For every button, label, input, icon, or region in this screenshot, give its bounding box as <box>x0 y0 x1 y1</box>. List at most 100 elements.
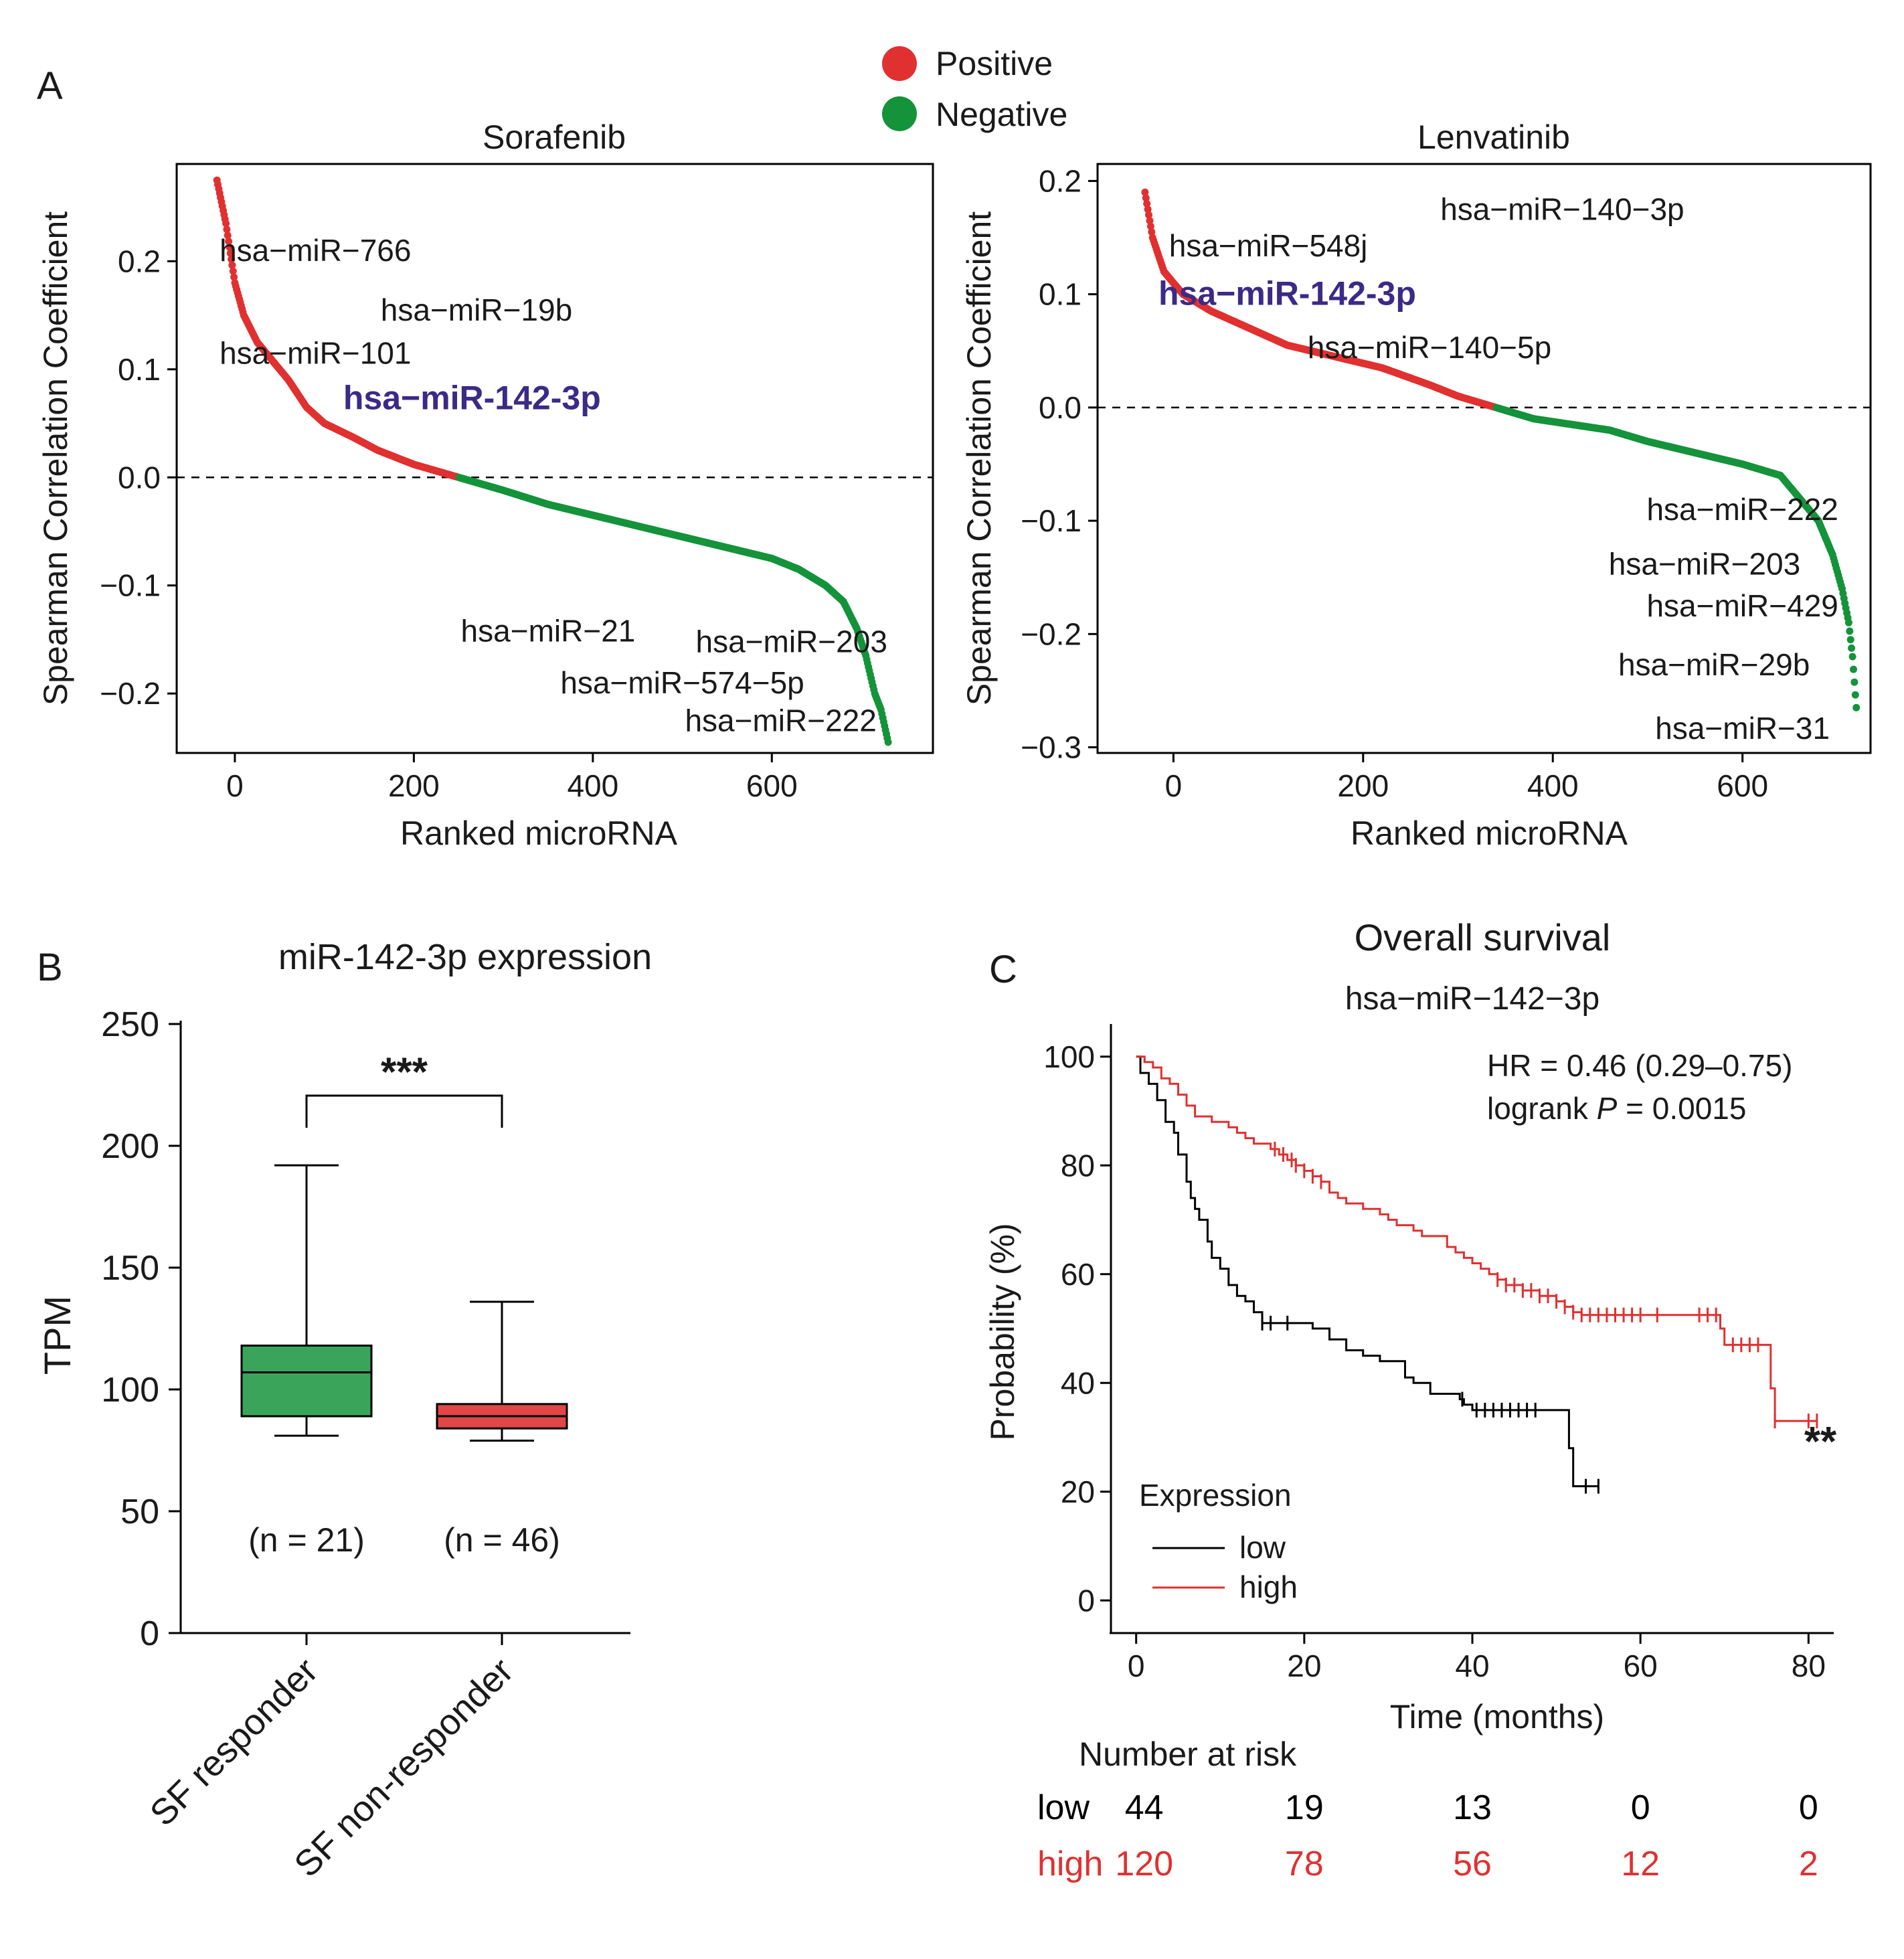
risk-table-title: Number at risk <box>1079 1735 1297 1773</box>
risk-table: low 44 19 13 0 0 high 120 78 56 12 2 <box>1037 1788 1818 1883</box>
lenvatinib-chart: Lenvatinib 0 200 400 600 0.2 0.1 0.0 −0.1 −0.2 −0… <box>960 118 1872 852</box>
x-tick-label: 200 <box>388 768 440 803</box>
significance-stars: *** <box>381 1049 428 1094</box>
boxplot-ticks: 0 50 100 150 200 250 <box>101 1005 503 1653</box>
x-tick-label: 400 <box>567 768 618 803</box>
y-tick-label: 100 <box>1043 1039 1095 1074</box>
sorafenib-xlabel: Ranked microRNA <box>400 815 678 852</box>
legend-high-label: high <box>1239 1569 1298 1604</box>
data-point <box>226 244 234 251</box>
boxplot-boxes: (n = 21) SF responder (n = 46) SF non-respo… <box>143 1164 568 1885</box>
annotation-label: hsa−miR−140−5p <box>1308 330 1551 365</box>
logrank-text: logrank P = 0.0015 <box>1487 1091 1746 1126</box>
risk-row-label: high <box>1037 1845 1103 1883</box>
data-point <box>1144 205 1152 214</box>
legend-positive-marker <box>882 46 917 81</box>
data-point <box>1852 703 1860 711</box>
x-tick-label: 0 <box>1128 1648 1145 1683</box>
survival-ylabel: Probability (%) <box>984 1223 1021 1440</box>
panel-label-b: B <box>37 946 63 989</box>
logrank-prefix: logrank <box>1487 1091 1597 1126</box>
sorafenib-frame <box>175 163 934 754</box>
group-n-label: (n = 21) <box>248 1521 365 1559</box>
y-tick-label: 250 <box>101 1005 159 1044</box>
annotation-label: hsa−miR−203 <box>1609 546 1800 581</box>
legend-positive-label: Positive <box>936 45 1053 82</box>
x-tick-label: 80 <box>1792 1648 1826 1683</box>
lenvatinib-frame <box>1096 163 1872 754</box>
significance-bracket <box>305 1094 503 1128</box>
x-tick-label: 0 <box>226 768 244 803</box>
sorafenib-ticks: 0 200 400 600 0.2 0.1 0.0 −0.1 −0.2 <box>100 244 797 803</box>
y-tick-label: 0 <box>1077 1583 1095 1618</box>
legend-low-label: low <box>1239 1530 1286 1565</box>
data-point <box>228 255 236 263</box>
box-responder <box>240 1344 373 1418</box>
risk-value: 0 <box>1631 1788 1650 1827</box>
y-tick-label: 0.0 <box>1039 390 1081 425</box>
y-tick-label: 150 <box>101 1249 159 1288</box>
survival-ticks: 0 20 40 60 80 0 20 40 60 80 100 <box>1043 1039 1826 1683</box>
risk-value: 44 <box>1125 1788 1164 1827</box>
data-point <box>884 738 892 746</box>
y-tick-label: 60 <box>1061 1257 1095 1292</box>
annotation-label: hsa−miR−140−3p <box>1440 192 1684 227</box>
data-point <box>1142 194 1150 202</box>
annotation-label: hsa−miR−574−5p <box>560 665 804 700</box>
survival-legend-title: Expression <box>1139 1478 1292 1513</box>
x-tick-label: 20 <box>1287 1648 1321 1683</box>
boxplot-title: miR-142-3p expression <box>278 937 652 977</box>
group-n-label: (n = 46) <box>444 1521 560 1559</box>
y-tick-label: 100 <box>101 1371 159 1410</box>
annotation-label: hsa−miR−31 <box>1655 711 1830 746</box>
lenvatinib-xlabel: Ranked microRNA <box>1351 815 1628 852</box>
lenvatinib-title: Lenvatinib <box>1417 118 1570 156</box>
annotation-label: hsa−miR-142-3p <box>1158 275 1416 313</box>
data-point <box>226 249 234 257</box>
lenvatinib-points <box>1141 188 1860 711</box>
risk-value: 56 <box>1453 1845 1492 1883</box>
sorafenib-ylabel: Spearman Correlation Coefficient <box>37 211 74 705</box>
data-point <box>1148 228 1156 236</box>
data-point <box>1844 618 1852 626</box>
annotation-label: hsa−miR−222 <box>685 703 876 738</box>
legend-positive-negative: Positive Negative <box>882 45 1067 133</box>
data-point <box>1848 644 1856 652</box>
x-tick-label: 200 <box>1337 768 1389 803</box>
data-point <box>1141 188 1149 196</box>
y-tick-label: −0.3 <box>1021 730 1081 765</box>
x-tick-label: 600 <box>1717 768 1768 803</box>
data-point <box>1143 199 1151 207</box>
y-tick-label: −0.2 <box>100 676 161 711</box>
data-point <box>225 238 233 246</box>
sorafenib-title: Sorafenib <box>483 118 626 156</box>
annotation-label: hsa−miR−548j <box>1169 228 1368 263</box>
x-tick-label: 40 <box>1455 1648 1489 1683</box>
y-tick-label: 40 <box>1061 1365 1095 1400</box>
group-label: SF non-responder <box>286 1650 521 1885</box>
data-point <box>1846 636 1854 644</box>
survival-significance: ** <box>1804 1419 1837 1465</box>
legend-negative-marker <box>882 96 917 131</box>
risk-row-label: low <box>1037 1788 1090 1827</box>
data-point <box>223 226 231 234</box>
y-tick-label: 0.0 <box>118 460 161 495</box>
y-tick-label: 0 <box>140 1614 159 1653</box>
lenvatinib-ticks: 0 200 400 600 0.2 0.1 0.0 −0.1 −0.2 −0.3 <box>1021 163 1768 803</box>
y-tick-label: 200 <box>101 1127 159 1166</box>
survival-curve-low <box>1136 1055 1599 1488</box>
data-point <box>1851 691 1859 699</box>
sorafenib-annotations: hsa−miR−766 hsa−miR−19b hsa−miR−101 hsa−miR… <box>220 233 887 738</box>
data-point <box>228 261 236 269</box>
lenvatinib-ylabel: Spearman Correlation Coefficient <box>960 211 998 705</box>
boxplot-chart: miR-142-3p expression 0 50 100 150 200 250 (n… <box>36 937 652 1885</box>
survival-subtitle: hsa−miR−142−3p <box>1345 981 1599 1017</box>
sorafenib-points <box>213 176 892 746</box>
sorafenib-chart: Sorafenib 0 200 400 600 0.2 0.1 0.0 −0.1 −0.2 hs… <box>37 118 934 852</box>
y-tick-label: 0.2 <box>1039 163 1081 198</box>
risk-value: 12 <box>1621 1845 1660 1883</box>
logrank-value: = 0.0015 <box>1617 1091 1746 1126</box>
lenvatinib-annotations: hsa−miR−140−3p hsa−miR−548j hsa−miR-142-3p… <box>1158 192 1838 746</box>
boxplot-significance: *** <box>305 1049 503 1128</box>
